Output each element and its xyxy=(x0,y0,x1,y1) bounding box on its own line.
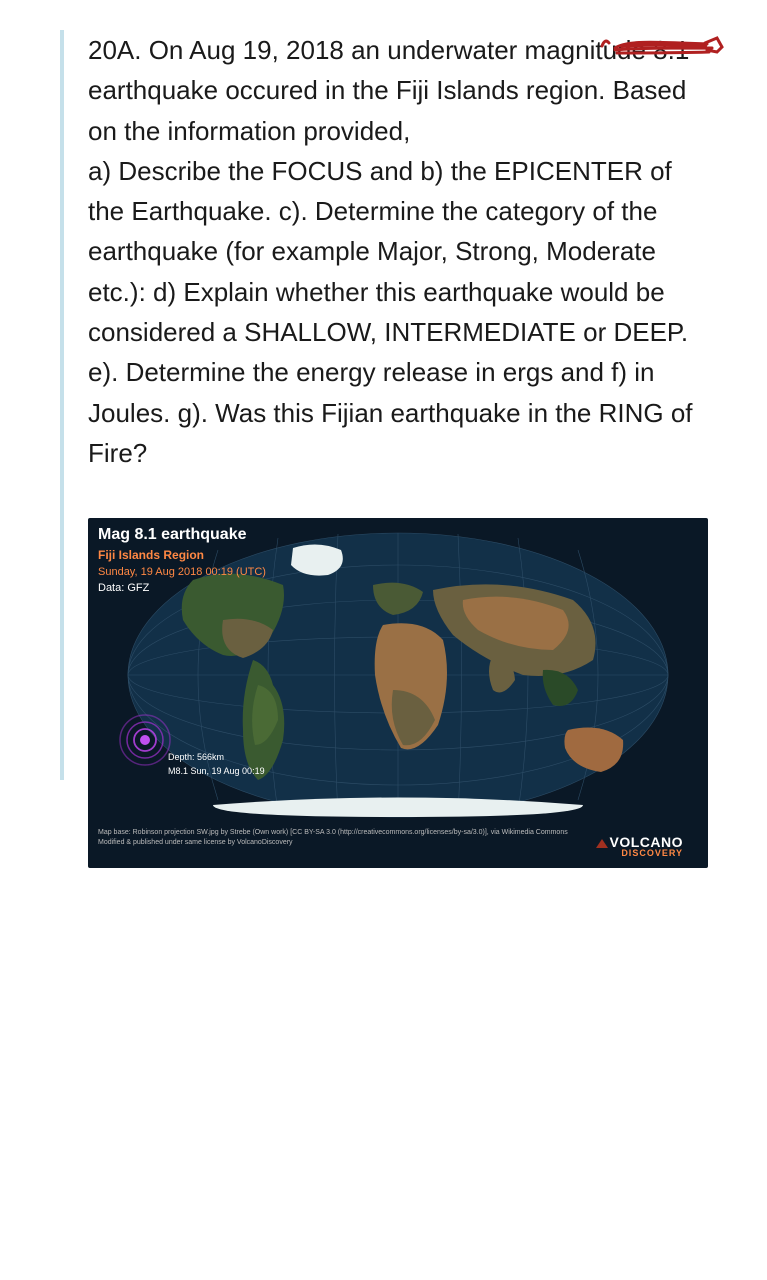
map-credit-line-1: Map base: Robinson projection SW.jpg by … xyxy=(98,829,568,836)
map-marker-label: M8.1 Sun, 19 Aug 00:19 xyxy=(168,766,265,776)
volcano-icon xyxy=(594,837,610,849)
volcano-discovery-logo: VOLCANO DISCOVERY xyxy=(594,835,684,858)
map-data-source: Data: GFZ xyxy=(98,582,149,594)
map-datetime: Sunday, 19 Aug 2018 00:19 (UTC) xyxy=(98,566,266,578)
earthquake-map-card: Mag 8.1 earthquake Fiji Islands Region S… xyxy=(88,518,708,868)
red-scribble-annotation xyxy=(597,28,727,73)
map-credit-line-2: Modified & published under same license … xyxy=(98,839,293,846)
map-depth: Depth: 566km xyxy=(168,752,224,762)
question-text: 20A. On Aug 19, 2018 an underwater magni… xyxy=(70,30,707,473)
map-region: Fiji Islands Region xyxy=(98,548,204,562)
accent-bar xyxy=(60,30,64,780)
logo-sub-text: DISCOVERY xyxy=(594,849,684,858)
map-title: Mag 8.1 earthquake xyxy=(98,526,247,544)
epicenter-marker xyxy=(118,713,173,768)
